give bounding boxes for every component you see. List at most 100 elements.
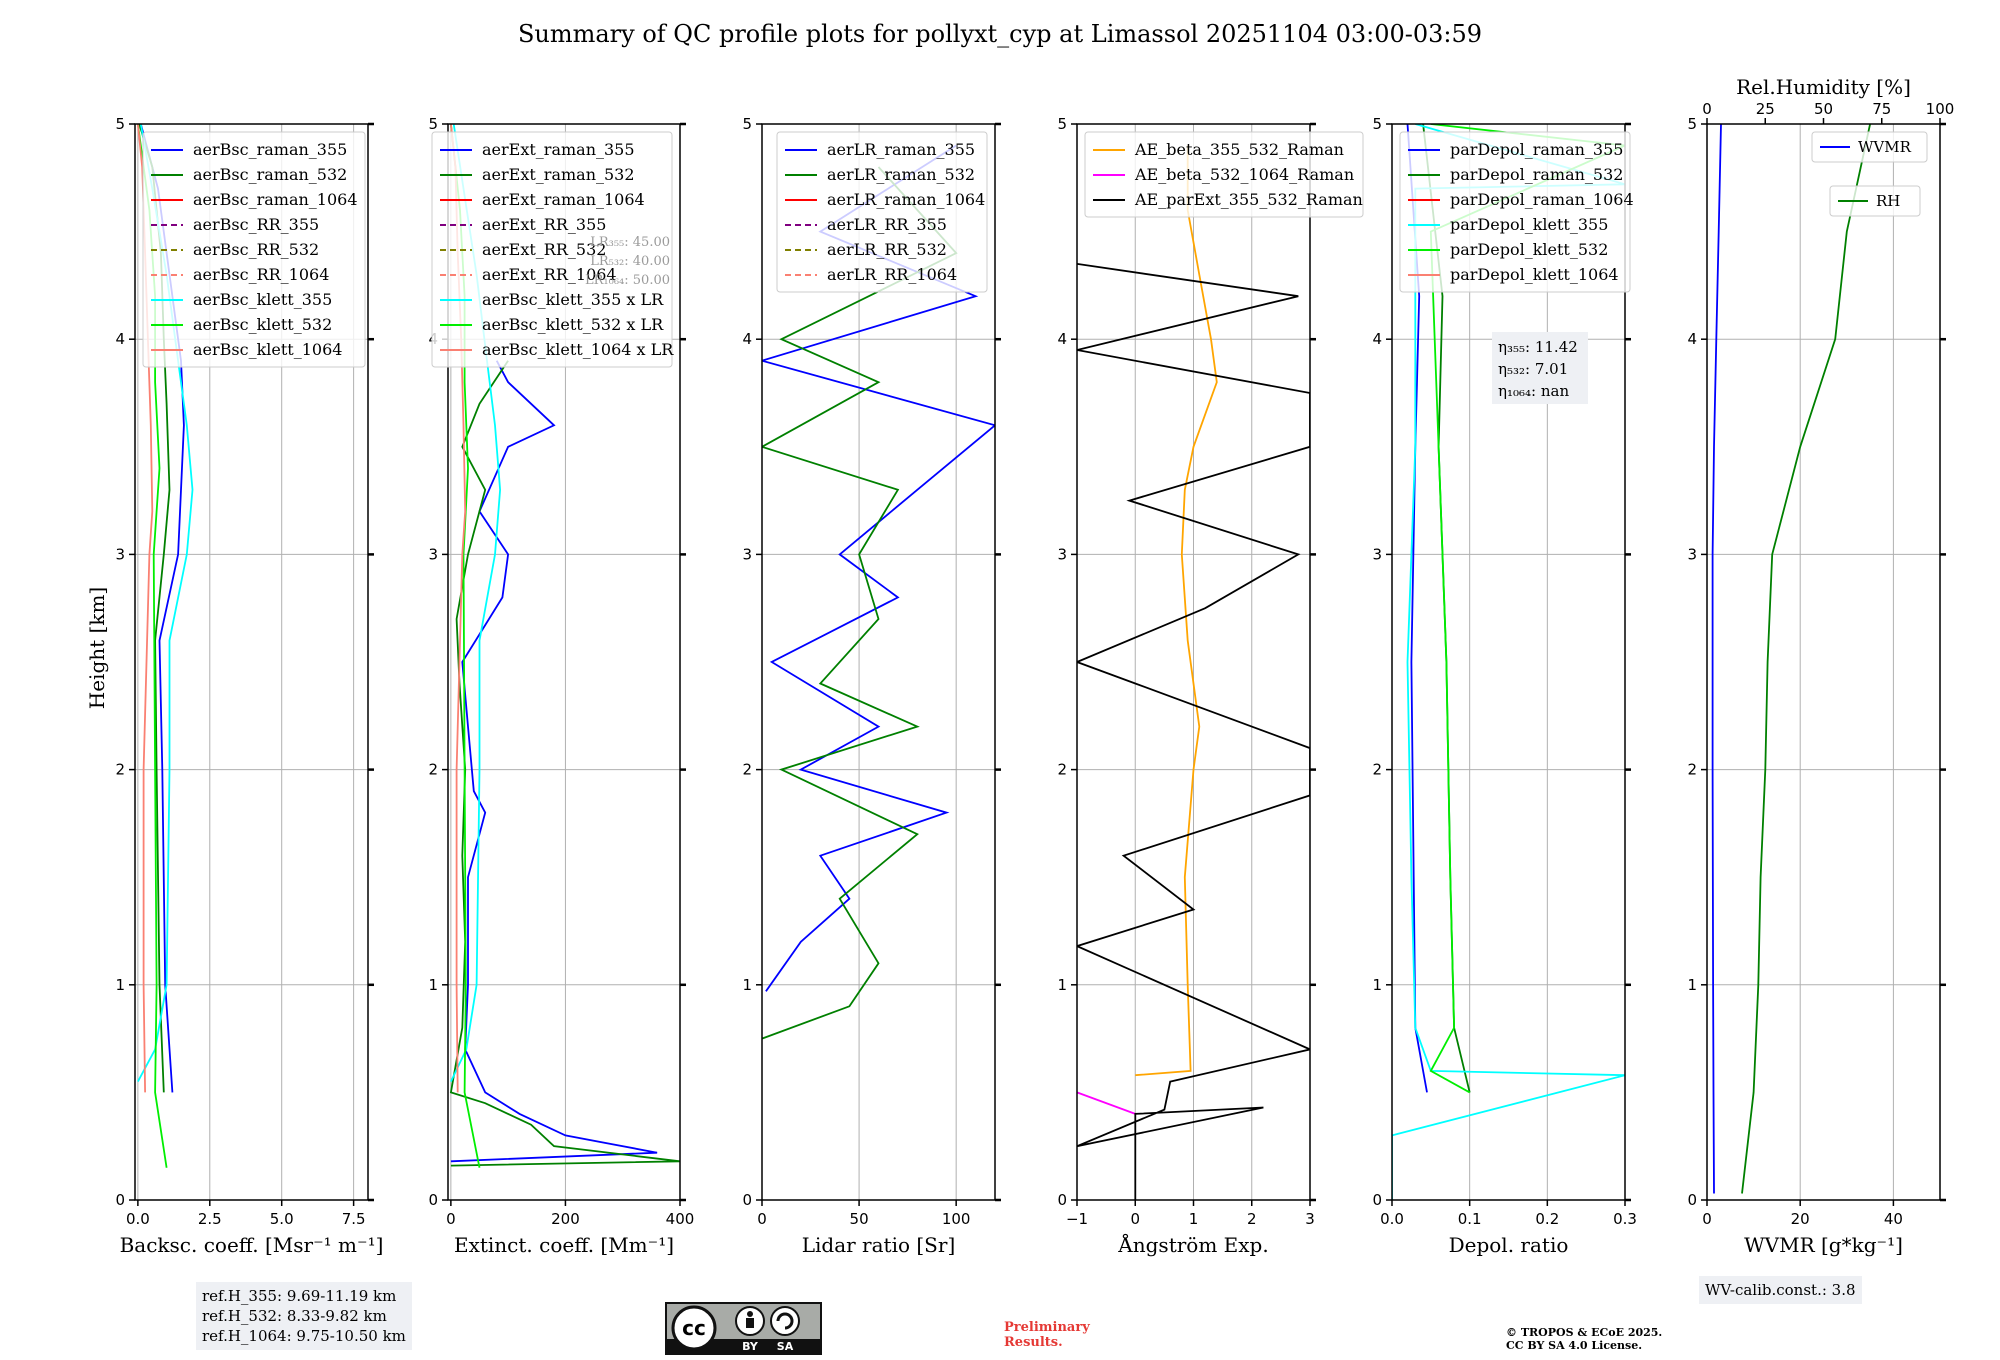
cc-text: cc	[682, 1316, 706, 1340]
x-tick-label: 40	[1884, 1210, 1903, 1228]
plot-frame	[134, 123, 369, 1201]
top-tick-label: 0	[1702, 100, 1712, 118]
legend-label-aerlr-raman-532: aerLR_raman_532	[827, 165, 975, 184]
legend-label-aerbsc-klett-532-x-lr: aerBsc_klett_532 x LR	[482, 315, 664, 334]
x-axis-label: Depol. ratio	[1449, 1233, 1569, 1257]
legend-label-aerbsc-klett-1064: aerBsc_klett_1064	[193, 340, 342, 359]
y-tick-label: 0	[1372, 1191, 1382, 1209]
legend-label-aerbsc-rr-355: aerBsc_RR_355	[193, 215, 319, 234]
y-tick-label: 2	[1687, 761, 1697, 779]
legend: parDepol_raman_355 parDepol_raman_532 parD…	[1399, 131, 1634, 293]
y-tick-label: 0	[428, 1191, 438, 1209]
legend-box	[1829, 185, 1921, 217]
legend-label-pardepol-raman-355: parDepol_raman_355	[1450, 140, 1623, 159]
legend-label-pardepol-klett-532: parDepol_klett_532	[1450, 240, 1608, 259]
x-axis-label: Backsc. coeff. [Msr⁻¹ m⁻¹]	[120, 1233, 384, 1257]
panel-depol: 0 1 2 3 4 5 0.0 0.1 0.2 0.3 Depol. ratio parDepol_r…	[1372, 115, 1636, 1257]
x-tick-label: 50	[850, 1210, 869, 1228]
sa-label: SA	[777, 1340, 794, 1353]
series-line-ae-parext-355-532-raman	[1077, 263, 1310, 1200]
legend-box	[431, 131, 673, 368]
legend: AE_beta_355_532_Raman AE_beta_532_1064_Ra…	[1084, 131, 1364, 218]
x-tick-label: 3	[1305, 1210, 1315, 1228]
wv-calibration-text: WV-calib.const.: 3.8	[1705, 1281, 1856, 1299]
y-tick-label: 3	[1687, 545, 1697, 563]
y-tick-label: 1	[115, 976, 125, 994]
y-tick-label: 4	[742, 330, 752, 348]
plot-frame	[761, 123, 996, 1201]
preliminary-line-1: Preliminary	[1004, 1320, 1090, 1335]
legend-label-aerbsc-klett-532: aerBsc_klett_532	[193, 315, 332, 334]
x-tick-label: 0.0	[126, 1210, 150, 1228]
legend-label-aerext-raman-532: aerExt_raman_532	[482, 165, 635, 184]
legend-label-aerbsc-rr-532: aerBsc_RR_532	[193, 240, 319, 259]
top-tick-label: 25	[1756, 100, 1775, 118]
series-group	[1077, 145, 1310, 1200]
share-alike-icon	[770, 1306, 800, 1336]
x-tick-label: 0.1	[1458, 1210, 1482, 1228]
x-axis-label: WVMR [g*kg⁻¹]	[1744, 1233, 1903, 1257]
x-tick-label: 200	[551, 1210, 580, 1228]
y-tick-label: 3	[1372, 545, 1382, 563]
legend-label-aerext-rr-355: aerExt_RR_355	[482, 215, 606, 234]
lidar-ratio-annotation: LR₃₅₅: 45.00	[590, 235, 670, 250]
eta-line: η₃₅₅: 11.42	[1498, 338, 1578, 356]
legend-box	[1811, 131, 1928, 163]
by-label: BY	[742, 1340, 759, 1353]
series-line-ae-beta-355-532-raman	[1135, 145, 1218, 1077]
plot-frame	[447, 123, 681, 1201]
legend-wvmr: WVMR	[1811, 131, 1928, 163]
y-tick-label: 3	[115, 545, 125, 563]
eta-line: η₅₃₂: 7.01	[1498, 360, 1568, 378]
legend-label-aerbsc-raman-532: aerBsc_raman_532	[193, 165, 347, 184]
x-tick-label: 2.5	[198, 1210, 222, 1228]
legend-label-aerlr-raman-355: aerLR_raman_355	[827, 140, 975, 159]
legend-label-ae-beta-355-532-raman: AE_beta_355_532_Raman	[1134, 140, 1344, 159]
y-tick-label: 2	[428, 761, 438, 779]
y-tick-label: 2	[1057, 761, 1067, 779]
legend-label-ae-beta-532-1064-raman: AE_beta_532_1064_Raman	[1134, 165, 1354, 184]
legend: aerLR_raman_355 aerLR_raman_532 aerLR_rama…	[776, 131, 988, 293]
x-tick-label: 0.2	[1535, 1210, 1559, 1228]
legend-label-pardepol-klett-1064: parDepol_klett_1064	[1450, 265, 1619, 284]
y-tick-label: 5	[1687, 115, 1697, 133]
x-tick-label: 1	[1189, 1210, 1199, 1228]
lidar-ratio-annotation: LR₁₀₆₄: 50.00	[585, 273, 670, 288]
eta-line: η₁₀₆₄: nan	[1498, 382, 1569, 400]
reference-heights-box: ref.H_355: 9.69-11.19 km ref.H_532: 8.33…	[196, 1282, 412, 1350]
x-tick-label: 0	[446, 1210, 456, 1228]
y-tick-label: 5	[1372, 115, 1382, 133]
series-group	[1711, 124, 1871, 1194]
legend-label: RH	[1876, 192, 1900, 210]
wv-calibration-box: WV-calib.const.: 3.8	[1699, 1276, 1862, 1304]
legend-label-aerext-rr-1064: aerExt_RR_1064	[482, 265, 617, 284]
ref-height-355: ref.H_355: 9.69-11.19 km	[202, 1287, 397, 1305]
ref-height-1064: ref.H_1064: 9.75-10.50 km	[202, 1327, 406, 1345]
y-tick-label: 1	[1057, 976, 1067, 994]
y-tick-label: 3	[1057, 545, 1067, 563]
y-tick-label: 2	[115, 761, 125, 779]
series-line-aerext-raman-355	[450, 360, 658, 1163]
legend-rh: RH	[1829, 185, 1921, 217]
top-axis-label: Rel.Humidity [%]	[1736, 75, 1911, 99]
legend-box	[776, 131, 988, 293]
top-tick-label: 50	[1814, 100, 1833, 118]
legend-label-aerlr-raman-1064: aerLR_raman_1064	[827, 190, 985, 209]
cc-by-sa-license-badge: cc BY SA	[665, 1302, 822, 1355]
x-tick-label: 0.0	[1380, 1210, 1404, 1228]
y-tick-label: 3	[428, 545, 438, 563]
legend-label-aerext-raman-355: aerExt_raman_355	[482, 140, 635, 159]
copyright-line-1: © TROPOS & ECoE 2025.	[1506, 1326, 1663, 1339]
x-tick-label: 0	[1130, 1210, 1140, 1228]
x-tick-label: 400	[666, 1210, 695, 1228]
y-tick-label: 2	[742, 761, 752, 779]
y-tick-label: 5	[115, 115, 125, 133]
legend-label-aerlr-rr-532: aerLR_RR_532	[827, 240, 947, 259]
x-axis-label: Ångström Exp.	[1117, 1232, 1268, 1257]
legend-label-aerbsc-raman-1064: aerBsc_raman_1064	[193, 190, 358, 209]
y-tick-label: 4	[115, 330, 125, 348]
copyright-line-2: CC BY SA 4.0 License.	[1506, 1339, 1643, 1352]
